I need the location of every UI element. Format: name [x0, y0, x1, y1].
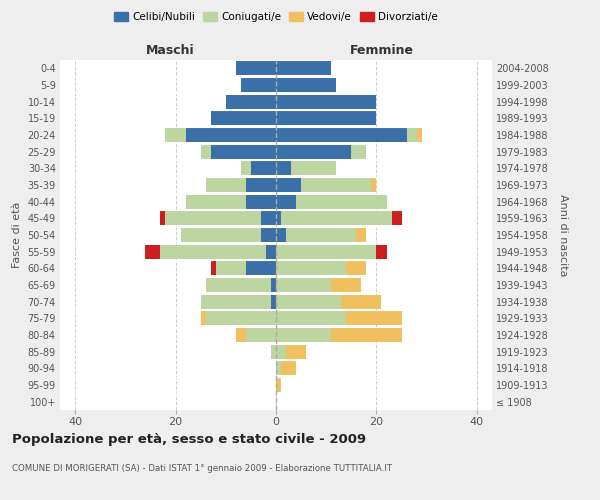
Y-axis label: Anni di nascita: Anni di nascita — [559, 194, 568, 276]
Bar — [241, 78, 276, 92]
Bar — [392, 211, 401, 226]
Bar — [226, 94, 276, 109]
Bar — [166, 211, 261, 226]
Bar — [211, 261, 216, 276]
Bar — [276, 62, 331, 76]
Bar — [371, 178, 376, 192]
Text: Maschi: Maschi — [146, 44, 195, 57]
Bar — [276, 344, 286, 359]
Bar — [416, 128, 422, 142]
Bar — [181, 228, 261, 242]
Bar — [200, 144, 211, 159]
Bar — [200, 294, 271, 308]
Text: Femmine: Femmine — [349, 44, 413, 57]
Bar — [276, 162, 291, 175]
Bar — [296, 194, 386, 209]
Bar — [276, 378, 281, 392]
Bar — [246, 328, 276, 342]
Text: COMUNE DI MORIGERATI (SA) - Dati ISTAT 1° gennaio 2009 - Elaborazione TUTTITALIA: COMUNE DI MORIGERATI (SA) - Dati ISTAT 1… — [12, 464, 392, 473]
Bar — [276, 144, 352, 159]
Bar — [236, 62, 276, 76]
Bar — [281, 211, 392, 226]
Bar — [276, 278, 331, 292]
Bar — [276, 311, 346, 326]
Bar — [246, 194, 276, 209]
Bar — [206, 278, 271, 292]
Bar — [352, 144, 367, 159]
Bar — [291, 162, 336, 175]
Bar — [276, 94, 376, 109]
Bar — [346, 261, 367, 276]
Bar — [211, 112, 276, 126]
Bar — [206, 178, 246, 192]
Bar — [236, 328, 246, 342]
Bar — [286, 228, 356, 242]
Bar — [271, 344, 276, 359]
Bar — [266, 244, 276, 259]
Bar — [276, 244, 376, 259]
Bar — [331, 278, 361, 292]
Bar — [246, 261, 276, 276]
Bar — [166, 128, 185, 142]
Bar — [301, 178, 371, 192]
Bar — [276, 328, 331, 342]
Bar — [346, 311, 401, 326]
Bar — [211, 144, 276, 159]
Bar — [216, 261, 246, 276]
Bar — [185, 128, 276, 142]
Bar — [241, 162, 251, 175]
Bar — [276, 261, 346, 276]
Bar — [286, 344, 306, 359]
Bar — [251, 162, 276, 175]
Bar — [200, 311, 206, 326]
Bar — [160, 211, 166, 226]
Y-axis label: Fasce di età: Fasce di età — [12, 202, 22, 268]
Bar — [271, 294, 276, 308]
Bar — [276, 211, 281, 226]
Bar — [276, 194, 296, 209]
Bar — [160, 244, 266, 259]
Bar — [356, 228, 367, 242]
Bar — [261, 211, 276, 226]
Text: Popolazione per età, sesso e stato civile - 2009: Popolazione per età, sesso e stato civil… — [12, 432, 366, 446]
Bar — [246, 178, 276, 192]
Bar — [276, 128, 407, 142]
Bar — [276, 178, 301, 192]
Bar — [331, 328, 401, 342]
Bar — [185, 194, 246, 209]
Bar — [276, 361, 281, 376]
Bar — [261, 228, 276, 242]
Bar — [206, 311, 276, 326]
Bar — [145, 244, 160, 259]
Bar — [276, 78, 336, 92]
Bar — [276, 112, 376, 126]
Bar — [276, 228, 286, 242]
Bar — [376, 244, 386, 259]
Bar — [271, 278, 276, 292]
Bar — [407, 128, 416, 142]
Bar — [276, 294, 341, 308]
Bar — [341, 294, 382, 308]
Legend: Celibi/Nubili, Coniugati/e, Vedovi/e, Divorziati/e: Celibi/Nubili, Coniugati/e, Vedovi/e, Di… — [110, 8, 442, 26]
Bar — [281, 361, 296, 376]
